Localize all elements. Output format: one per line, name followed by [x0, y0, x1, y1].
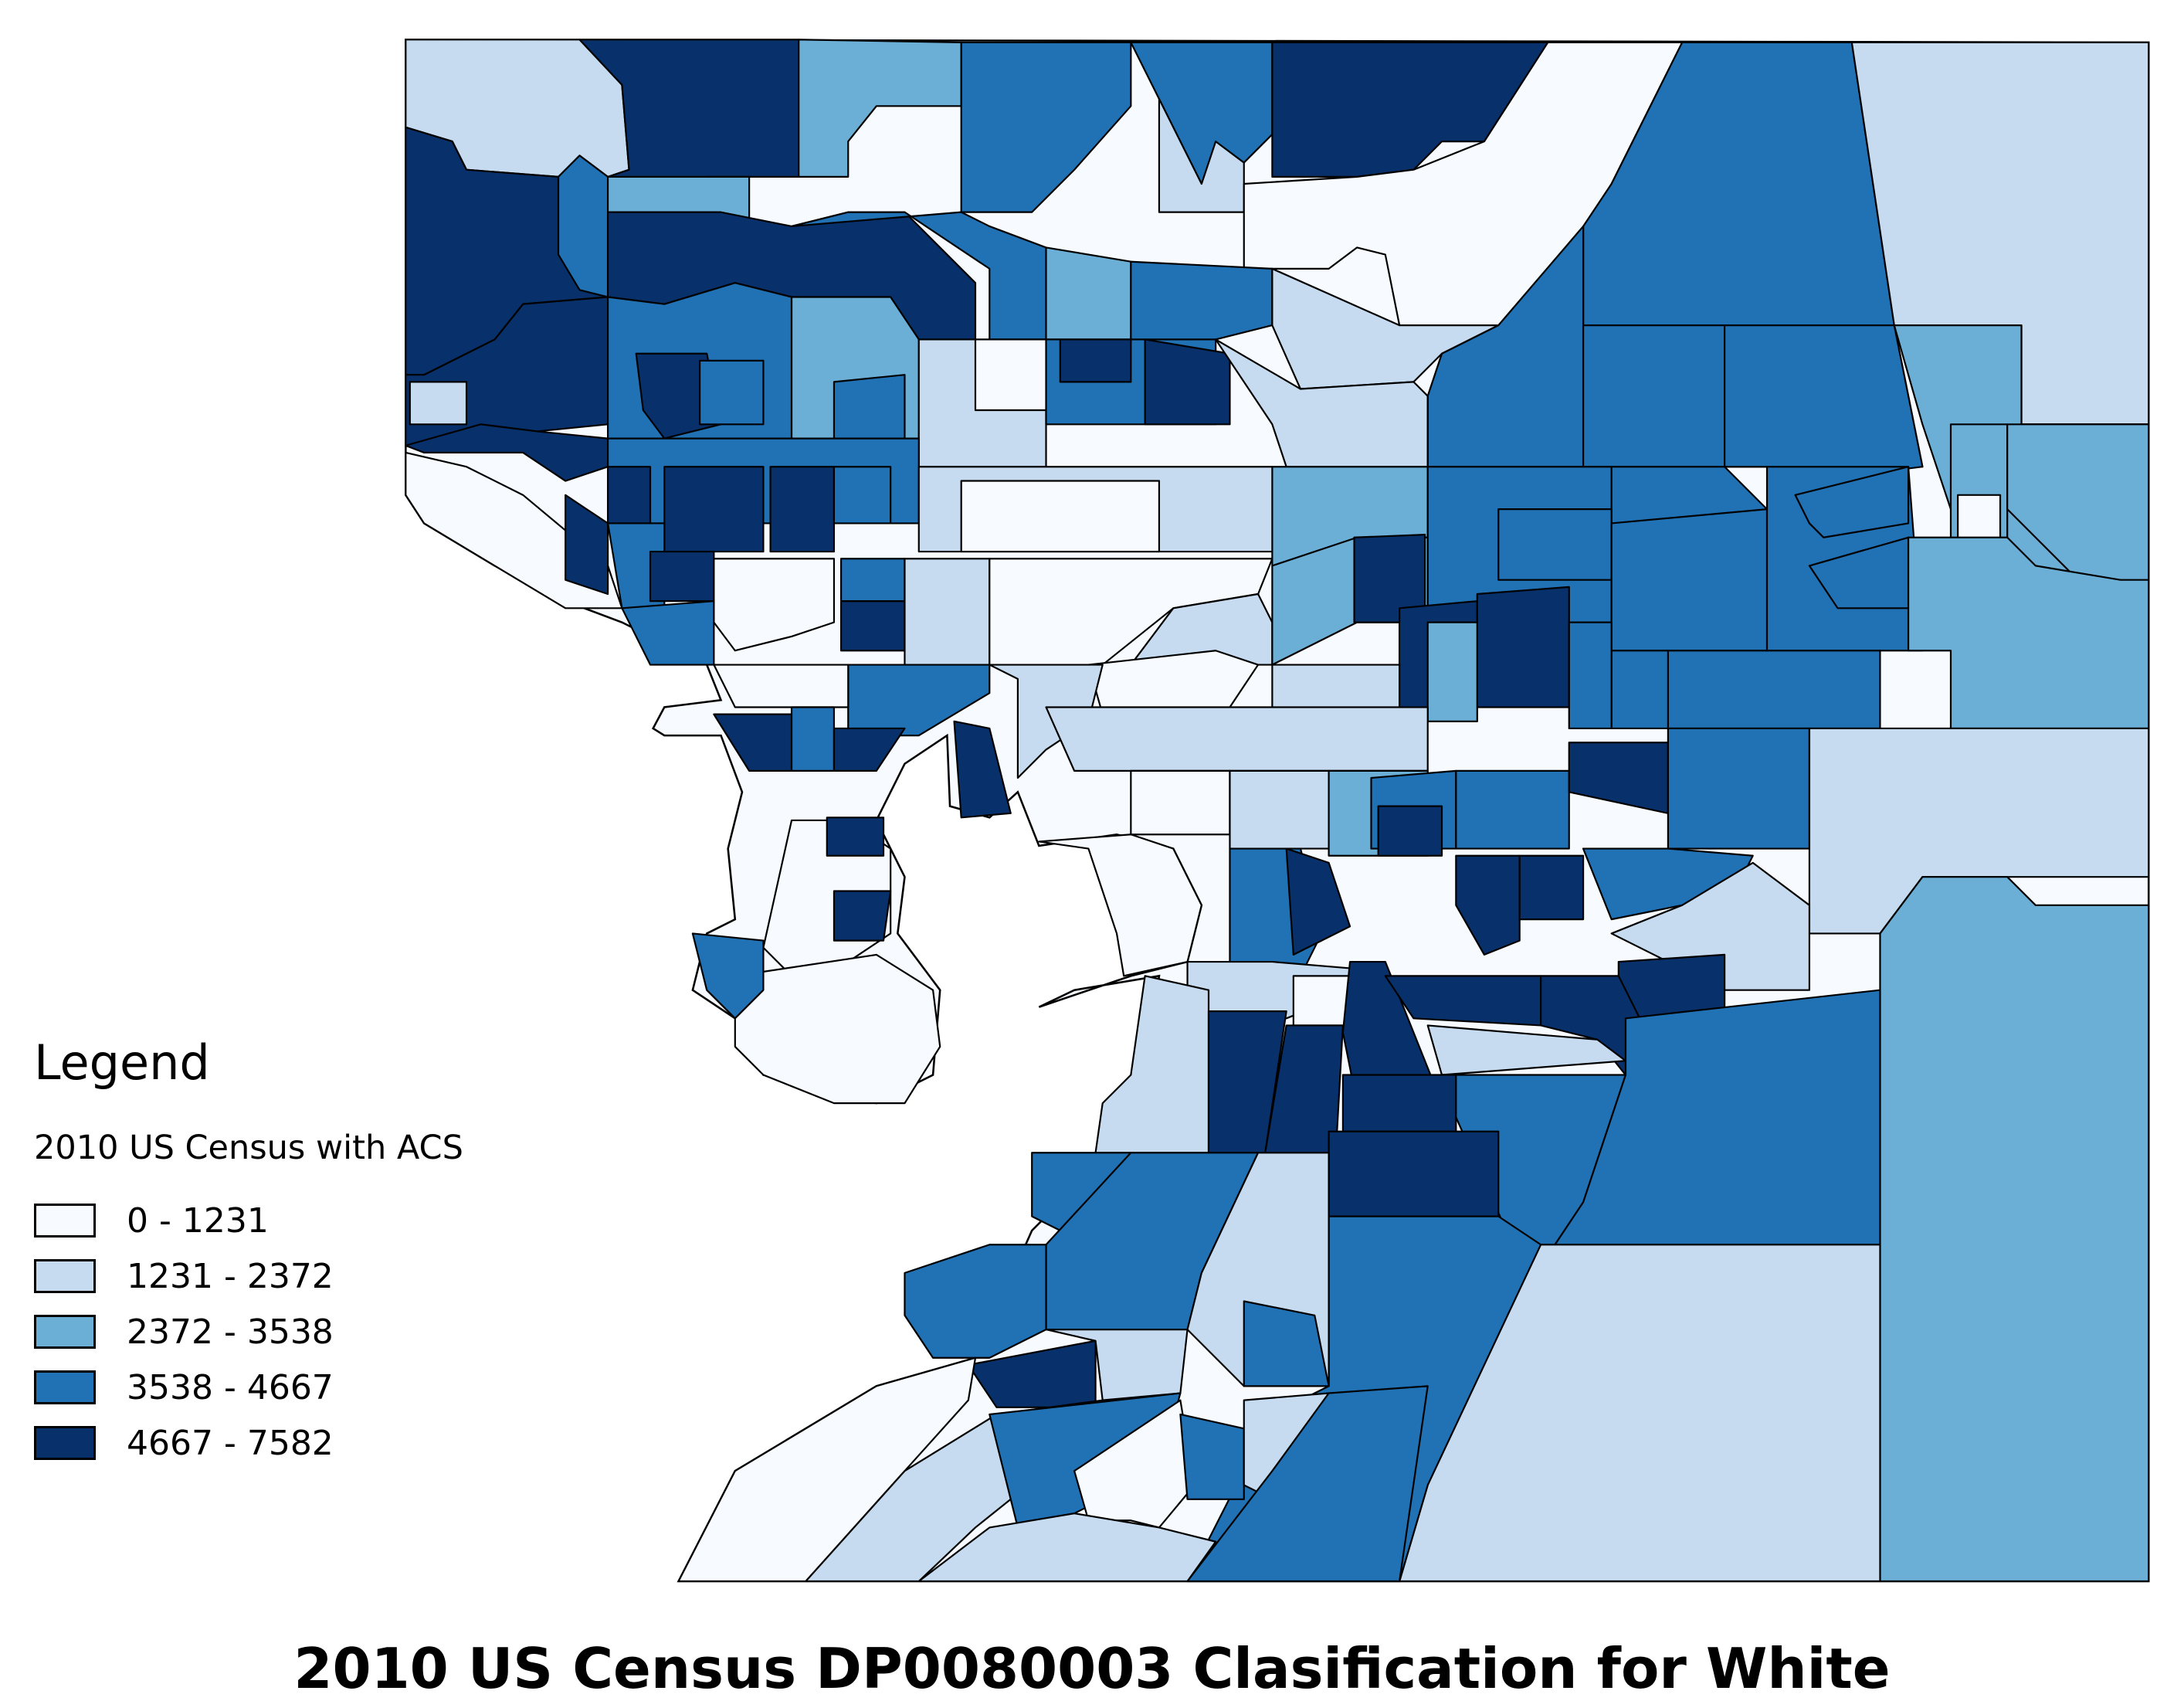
census-tract [1426, 621, 1478, 722]
census-tract [1186, 1385, 1429, 1583]
legend-item: 1231 - 2372 [34, 1248, 463, 1304]
census-tract [1907, 536, 2150, 730]
census-tract [840, 558, 906, 603]
census-tract [790, 706, 836, 772]
legend-label: 0 - 1231 [127, 1200, 269, 1241]
census-tract [1229, 769, 1330, 850]
census-tract [1667, 727, 1811, 850]
map-title: 2010 US Census DP0080003 Clasification f… [293, 1636, 1891, 1701]
census-tract [409, 381, 468, 426]
census-tract [833, 466, 892, 525]
census-tract [1455, 854, 1521, 956]
census-tract [833, 727, 906, 772]
census-tract [1610, 508, 1769, 652]
census-tract [1144, 338, 1231, 426]
census-tract [1271, 267, 1500, 390]
census-tract [1377, 805, 1443, 857]
legend-layer-name: 2010 US Census with ACS [34, 1129, 463, 1167]
legend-item: 0 - 1231 [34, 1193, 463, 1248]
census-tract [953, 720, 1012, 819]
census-tract [840, 600, 906, 652]
census-tract [649, 550, 715, 603]
census-tract [691, 932, 765, 1020]
census-tract [1568, 621, 1613, 730]
census-tract [1087, 650, 1260, 715]
census-tract [1045, 706, 1429, 772]
census-tract [1045, 246, 1132, 341]
census-tract [989, 664, 1104, 779]
legend-swatch [34, 1259, 96, 1293]
census-tract [1476, 586, 1570, 708]
census-tract [663, 466, 765, 553]
census-tract [1285, 847, 1351, 956]
census-tract [904, 1244, 1047, 1359]
census-tract [769, 466, 836, 553]
census-tract [847, 664, 991, 737]
legend-item: 3538 - 4667 [34, 1360, 463, 1415]
census-tract [960, 480, 1161, 553]
census-tract [698, 359, 765, 426]
census-tract [826, 817, 885, 857]
census-tract [713, 664, 850, 708]
legend-swatch [34, 1204, 96, 1238]
legend-item: 4667 - 7582 [34, 1415, 463, 1471]
legend-swatch [34, 1370, 96, 1404]
legend-swatch [34, 1426, 96, 1460]
census-tract [1328, 1130, 1500, 1217]
census-tract [1794, 466, 1910, 538]
census-tract [1243, 1300, 1330, 1387]
legend-label: 1231 - 2372 [127, 1256, 334, 1296]
census-tract [1610, 650, 1669, 730]
legend-label: 2372 - 3538 [127, 1312, 334, 1352]
census-tracts [405, 39, 2150, 1583]
legend-label: 3538 - 4667 [127, 1367, 334, 1407]
census-tract [1455, 769, 1570, 850]
census-tract [1497, 508, 1613, 581]
census-tract [1724, 324, 1924, 482]
census-tract [606, 466, 652, 525]
census-tract [833, 890, 892, 942]
census-tract [1059, 338, 1132, 383]
legend-heading: Legend [34, 1034, 210, 1091]
census-tract [1667, 650, 1881, 730]
census-tract [1038, 834, 1202, 977]
census-tract [1130, 769, 1231, 836]
census-tract [1879, 876, 2150, 1583]
census-tract [1158, 98, 1245, 213]
legend-item: 2372 - 3538 [34, 1304, 463, 1360]
census-tract [405, 423, 609, 482]
census-tract [1518, 854, 1585, 921]
census-tract [1130, 260, 1273, 341]
census-tract [565, 494, 609, 596]
legend-swatch [34, 1315, 96, 1349]
census-tract [1292, 975, 1351, 1027]
legend: Legend 2010 US Census with ACS 0 - 1231 … [34, 1039, 463, 1471]
census-tract [904, 558, 991, 666]
census-tract [1341, 1074, 1457, 1132]
legend-label: 4667 - 7582 [127, 1423, 334, 1463]
census-tract [960, 41, 1132, 213]
census-tract [1094, 975, 1210, 1154]
census-tract [1179, 1413, 1245, 1500]
census-tract [833, 374, 906, 440]
census-tract [734, 953, 941, 1105]
census-tract [621, 600, 715, 666]
